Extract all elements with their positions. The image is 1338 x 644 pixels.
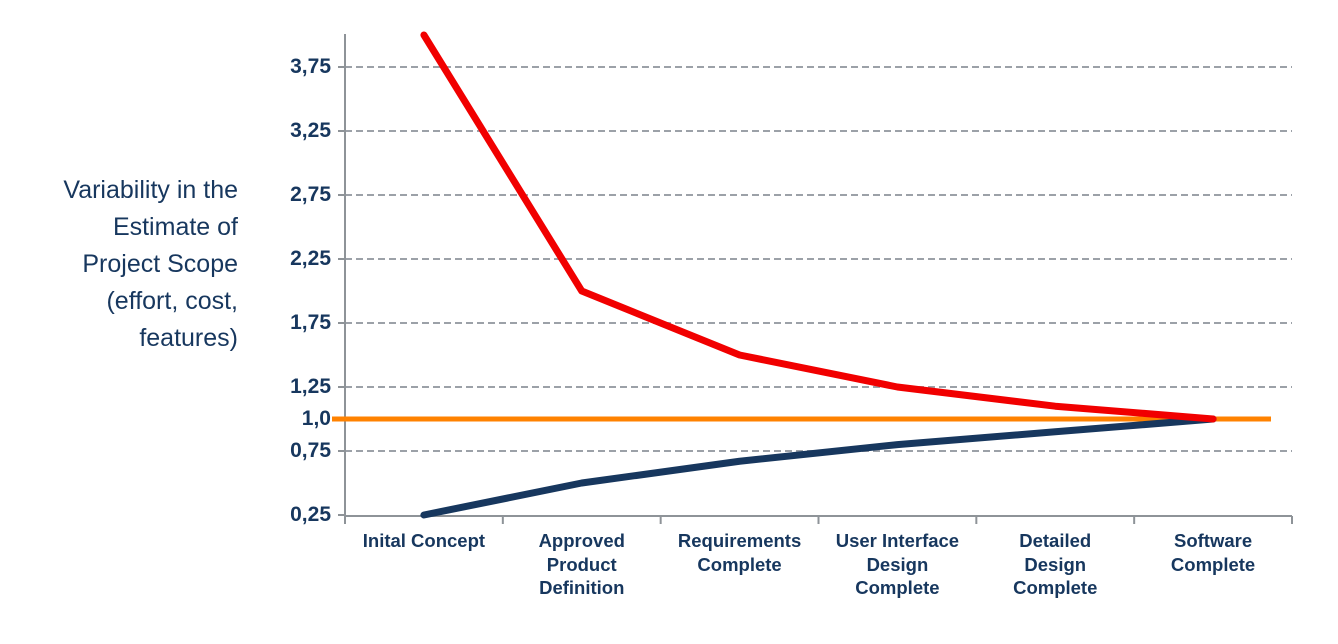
y-axis-tick-label: 2,75 xyxy=(290,183,331,206)
y-axis-tick-label: 0,25 xyxy=(290,503,331,526)
x-axis-category-label: Detailed Design Complete xyxy=(1013,530,1098,598)
y-axis-tick-label: 3,25 xyxy=(290,119,331,142)
y-axis-tick-label: 2,25 xyxy=(290,247,331,270)
x-axis-category-label: Requirements Complete xyxy=(677,530,802,575)
x-axis-category-label: Inital Concept xyxy=(362,530,486,551)
y-axis-tick-label: 3,75 xyxy=(290,55,331,78)
y-axis-tick-label: 1,25 xyxy=(290,375,331,398)
x-axis-category-label: User Interface Design Complete xyxy=(835,530,960,598)
lower-estimate-bound-line xyxy=(420,415,1217,519)
x-axis-category-label: Approved Product Definition xyxy=(538,530,625,598)
y-axis-tick-label: 1,75 xyxy=(290,311,331,334)
y-axis-tick-label: 0,75 xyxy=(290,439,331,462)
upper-estimate-bound-line xyxy=(420,31,1217,423)
x-axis-category-label: Software Complete xyxy=(1170,530,1256,575)
y-axis-title: Variability in the Estimate of Project S… xyxy=(63,176,238,352)
y-axis-tick-label: 1,0 xyxy=(301,407,331,430)
